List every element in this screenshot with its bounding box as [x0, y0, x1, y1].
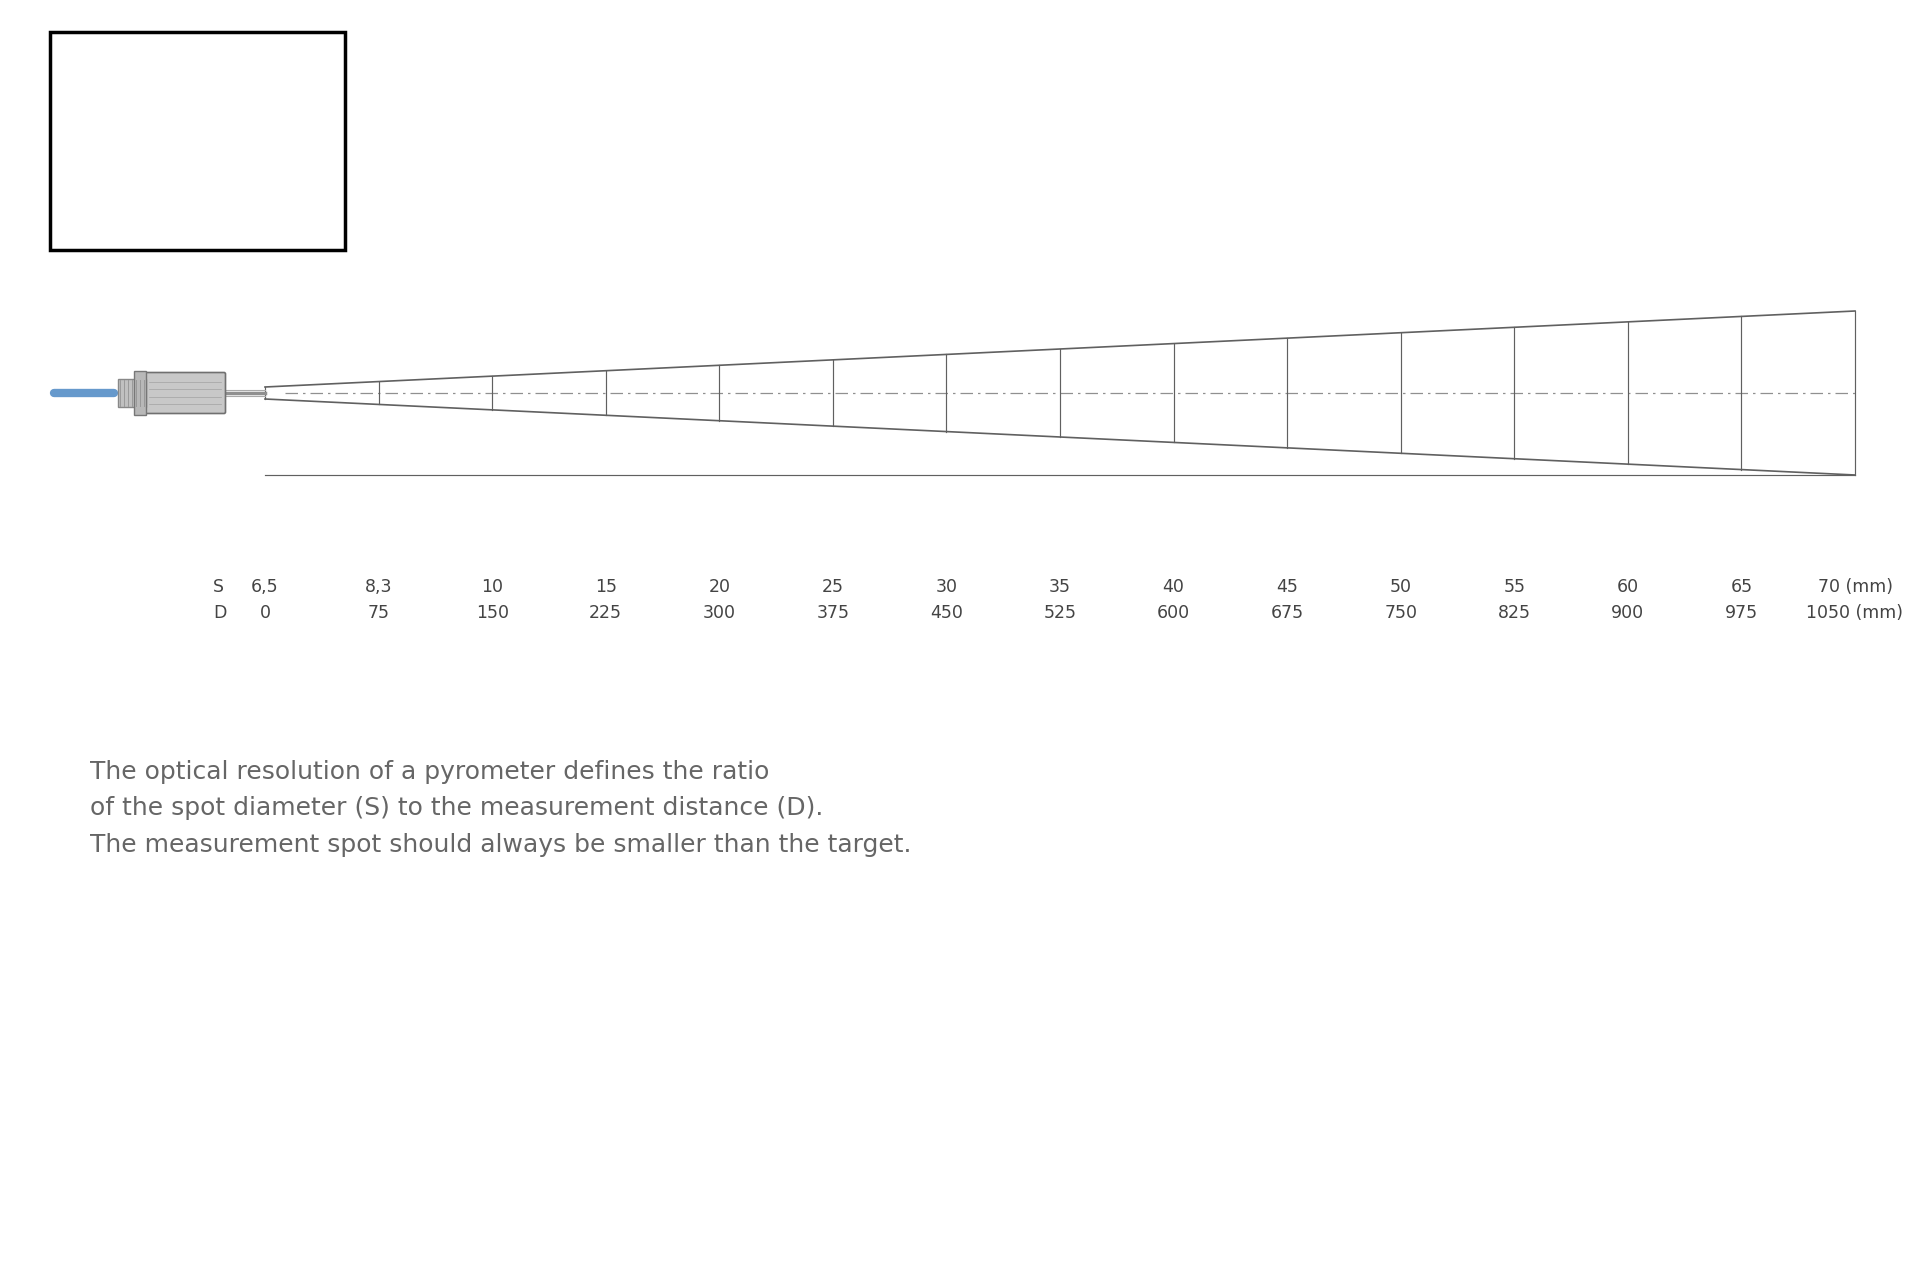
Text: 70 (mm): 70 (mm) — [1818, 579, 1893, 596]
Text: 30: 30 — [935, 579, 958, 596]
Text: 675: 675 — [1271, 604, 1304, 622]
Text: CTF-SF15: CTF-SF15 — [65, 106, 211, 134]
Text: 45: 45 — [1277, 579, 1298, 596]
Text: SF lens: SF lens — [65, 157, 179, 186]
Text: 60: 60 — [1617, 579, 1640, 596]
Text: 15: 15 — [595, 579, 616, 596]
Text: 1050 (mm): 1050 (mm) — [1807, 604, 1903, 622]
Text: 225: 225 — [589, 604, 622, 622]
Text: D: D — [213, 604, 227, 622]
Text: 35: 35 — [1048, 579, 1071, 596]
FancyBboxPatch shape — [144, 372, 225, 413]
Text: 375: 375 — [816, 604, 849, 622]
Text: The optical resolution of a pyrometer defines the ratio
of the spot diameter (S): The optical resolution of a pyrometer de… — [90, 760, 912, 856]
Text: 75: 75 — [367, 604, 390, 622]
Text: 525: 525 — [1043, 604, 1077, 622]
Text: 55: 55 — [1503, 579, 1524, 596]
Text: 6,5: 6,5 — [252, 579, 278, 596]
Text: 900: 900 — [1611, 604, 1644, 622]
Text: 0: 0 — [259, 604, 271, 622]
Text: 65: 65 — [1730, 579, 1753, 596]
Text: 450: 450 — [929, 604, 962, 622]
Text: 975: 975 — [1724, 604, 1759, 622]
Text: 20: 20 — [708, 579, 730, 596]
Text: 50: 50 — [1390, 579, 1411, 596]
Bar — [134, 371, 146, 415]
Text: S: S — [213, 579, 225, 596]
Bar — [117, 379, 146, 407]
Text: 25: 25 — [822, 579, 845, 596]
Text: 300: 300 — [703, 604, 735, 622]
Text: 150: 150 — [476, 604, 509, 622]
Bar — [50, 32, 346, 250]
Text: 10: 10 — [482, 579, 503, 596]
Text: CT-SF15: CT-SF15 — [65, 54, 190, 82]
Text: D:S: 5:1: D:S: 5:1 — [65, 210, 190, 238]
Text: 40: 40 — [1164, 579, 1185, 596]
Text: 750: 750 — [1384, 604, 1417, 622]
Text: 600: 600 — [1158, 604, 1190, 622]
Text: 8,3: 8,3 — [365, 579, 392, 596]
Text: 825: 825 — [1498, 604, 1530, 622]
